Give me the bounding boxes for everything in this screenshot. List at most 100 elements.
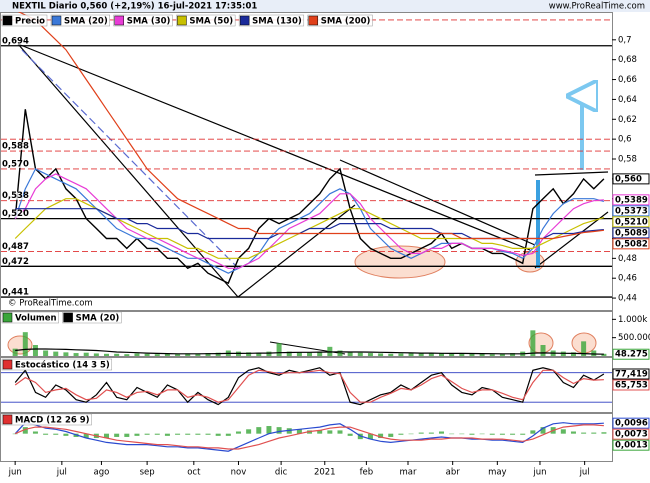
y-tick-label: 0,58: [618, 155, 637, 165]
bar: [489, 354, 495, 356]
value-tag: [612, 348, 650, 360]
legend-box: [2, 312, 13, 323]
value-tag: [612, 428, 650, 440]
line-series: [14, 367, 605, 406]
line-series: [14, 168, 605, 274]
y-tick-label: 0,6: [618, 135, 632, 145]
panel-0: [1, 12, 612, 298]
bar: [235, 431, 241, 434]
bar: [398, 433, 404, 435]
bar: [286, 351, 292, 356]
bar: [510, 433, 516, 435]
legend-label: SMA (200): [321, 17, 371, 27]
legend-bg: [1, 413, 92, 426]
bar: [53, 433, 59, 435]
bar: [317, 430, 323, 434]
bar: [520, 433, 526, 435]
bar: [225, 433, 231, 436]
value-tag: [612, 238, 650, 250]
y-tick-label: 0,48: [618, 254, 637, 264]
bar: [388, 353, 394, 356]
y-tick-label: 1.000k: [618, 315, 647, 325]
bar: [195, 433, 201, 435]
bar: [459, 353, 465, 356]
bar: [428, 353, 434, 356]
bar: [63, 433, 69, 436]
legend-bg: [176, 14, 236, 27]
legend-bg: [1, 358, 113, 371]
value-tag-label: 77,419: [615, 369, 648, 379]
bar: [408, 433, 414, 435]
level-label-bg: [1, 142, 23, 151]
legend-label: SMA (30): [127, 17, 171, 27]
bar: [439, 353, 445, 356]
value-tag-label: 0,560: [615, 174, 642, 184]
bar: [337, 350, 343, 356]
bar: [104, 433, 110, 439]
bar: [164, 433, 170, 436]
value-tag: [612, 216, 650, 228]
line-series: [14, 369, 604, 403]
legend-label: SMA (50): [189, 17, 233, 27]
legend-box: [51, 15, 62, 26]
bar: [510, 353, 516, 356]
legend-box: [2, 414, 13, 425]
bar: [378, 433, 384, 439]
y-tick-label: 0,66: [618, 75, 637, 85]
legend-box: [2, 359, 13, 370]
bar: [73, 353, 79, 356]
bar: [124, 433, 130, 437]
x-tick-label: sep: [140, 468, 155, 478]
value-tag-label: 0,0013: [615, 441, 648, 451]
level-label-bg: [1, 257, 23, 266]
line-series: [14, 424, 604, 450]
bar: [32, 431, 38, 434]
bar: [114, 353, 120, 356]
x-tick-label: oct: [187, 468, 201, 478]
legend-bg: [307, 14, 373, 27]
bar: [83, 352, 89, 356]
level-label-bg: [1, 36, 23, 45]
y-tick-label: 0,46: [618, 274, 637, 284]
value-tag-label: 0,5082: [615, 239, 648, 249]
bar: [205, 353, 211, 356]
y-tick-label: 0,62: [618, 115, 637, 125]
y-tick-label: 0,68: [618, 55, 637, 65]
bar: [388, 433, 394, 437]
line-series: [14, 422, 604, 452]
x-tick-label: ago: [94, 468, 110, 478]
bar: [591, 432, 597, 434]
bar: [83, 433, 89, 439]
bar: [540, 427, 546, 434]
y-tick-label: 0,44: [618, 294, 637, 304]
bar: [479, 353, 485, 356]
bar: [246, 352, 252, 356]
bar: [418, 352, 424, 356]
bar: [469, 353, 475, 356]
x-tick-label: may: [488, 468, 507, 478]
bar: [12, 433, 18, 435]
bar: [530, 330, 536, 356]
bar: [266, 426, 272, 434]
bar: [43, 350, 49, 356]
legend-label: Estocástico (14 3 5): [15, 361, 110, 371]
bar: [540, 345, 546, 356]
value-tag-label: 0,5089: [615, 228, 648, 238]
legend-box: [63, 312, 73, 323]
bar: [296, 429, 302, 434]
legend-bg: [1, 14, 48, 27]
bar: [53, 351, 59, 356]
bar: [428, 432, 434, 434]
x-tick-label: feb: [360, 468, 374, 478]
legend-label: MACD (12 26 9): [15, 416, 90, 426]
level-label-bg: [1, 191, 23, 200]
bar: [560, 429, 566, 434]
line-series: [14, 173, 604, 269]
level-label: 0,694: [2, 36, 29, 46]
header: NEXTIL Diario 0,560 (+2,19%) 16-jul-2021…: [12, 2, 257, 12]
value-tag-label: 0,5389: [615, 195, 648, 205]
bar: [185, 353, 191, 356]
bar: [22, 427, 28, 434]
bar: [601, 353, 607, 356]
bar: [134, 433, 140, 436]
